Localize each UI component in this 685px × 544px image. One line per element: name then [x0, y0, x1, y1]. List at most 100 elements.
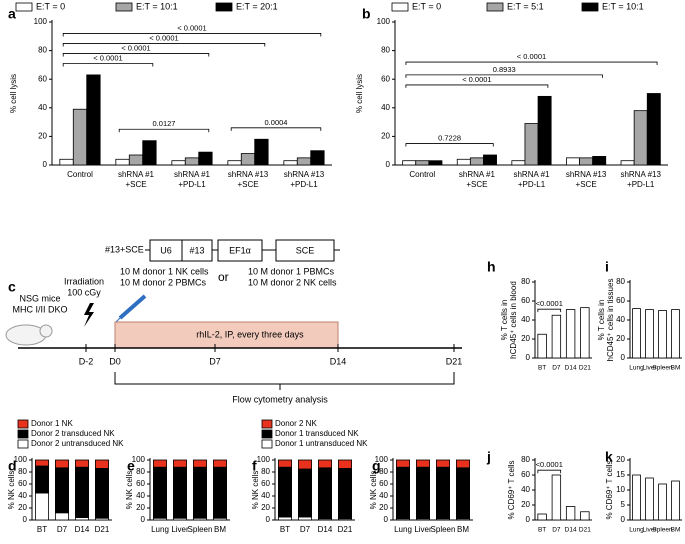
- legend-label: E:T = 10:1: [136, 1, 178, 11]
- significance-bracket: [62, 33, 322, 37]
- bar-segment: [95, 459, 110, 469]
- y-tick-label: 80: [379, 467, 388, 476]
- x-tick-label: +PD-L1: [627, 180, 655, 189]
- x-tick-label: D14: [565, 527, 577, 534]
- legend-swatch: [17, 439, 29, 449]
- y-tick-label: 80: [616, 277, 625, 286]
- x-tick-label: D7: [552, 365, 561, 372]
- x-tick-label: BT: [538, 365, 546, 372]
- construct-box: [275, 239, 335, 262]
- bar: [632, 308, 641, 359]
- construct-part: #13: [189, 245, 204, 255]
- bar: [428, 160, 443, 166]
- bar: [646, 93, 661, 166]
- x-tick-label: Control: [409, 170, 435, 179]
- x-tick-label: shRNA #1: [174, 170, 211, 179]
- panel-label: i: [605, 259, 609, 275]
- significance-label: < 0.0001: [517, 52, 546, 61]
- x-tick-label: shRNA #13: [620, 170, 661, 179]
- significance-label: 0.8933: [493, 65, 516, 74]
- x-tick-label: Lung: [629, 527, 644, 534]
- bar-segment: [415, 466, 430, 520]
- x-tick-label: D21: [579, 527, 591, 534]
- bar: [483, 154, 497, 166]
- bar: [579, 157, 594, 166]
- bar: [511, 160, 526, 166]
- significance-bracket: [405, 74, 603, 78]
- y-tick-label: 15: [616, 470, 625, 479]
- legend-label: E:T = 0: [36, 1, 65, 11]
- y-tick-label: 60: [521, 296, 530, 305]
- panel-label: g: [372, 458, 381, 474]
- y-tick-label: 20: [18, 503, 27, 512]
- significance-bracket: [62, 43, 266, 47]
- construct-name: #13+SCE: [105, 244, 144, 254]
- y-axis-label: % T cells in: [500, 300, 509, 341]
- y-tick-label: 80: [521, 455, 530, 464]
- y-tick-label: 0: [621, 353, 626, 362]
- y-tick-label: 0: [386, 160, 391, 169]
- significance-label: 0.0127: [153, 119, 176, 128]
- legend-swatch: [17, 429, 29, 439]
- bar: [580, 307, 590, 359]
- significance-bracket: [118, 128, 210, 133]
- x-tick-label: +PD-L1: [290, 180, 318, 189]
- legend-label: Donor 2 untransduced NK: [31, 439, 124, 448]
- bar-segment: [277, 516, 292, 521]
- y-axis-label: % NK cells: [125, 471, 134, 510]
- significance-label: < 0.0001: [149, 33, 178, 42]
- significance-bracket: [405, 84, 549, 88]
- bar-segment: [55, 512, 70, 521]
- x-tick-label: Lung: [629, 365, 644, 372]
- legend-swatch: [261, 429, 273, 439]
- y-tick-label: 40: [381, 103, 390, 112]
- bar-segment: [152, 466, 167, 519]
- bar: [310, 150, 325, 166]
- bar-segment: [192, 466, 207, 519]
- analysis-label: Flow cytometry analysis: [232, 394, 328, 404]
- bar: [283, 160, 298, 166]
- y-axis-label: % NK cells: [7, 471, 16, 510]
- x-tick-label: shRNA #1: [118, 170, 155, 179]
- x-tick-label: +SCE: [237, 180, 258, 189]
- option-label: 10 M donor 2 NK cells: [248, 277, 337, 287]
- x-tick-label: Lung: [151, 525, 169, 534]
- x-tick-label: Liver: [414, 525, 432, 534]
- x-tick-label: BM: [671, 527, 681, 534]
- x-tick-label: shRNA #1: [459, 170, 496, 179]
- x-tick-label: D7: [300, 525, 311, 534]
- diagram: c #13+SCE U6 #13 EF1α SCE NSG mice MHC I…: [5, 239, 462, 404]
- bar-segment: [297, 459, 312, 470]
- x-tick-label: D21: [579, 365, 591, 372]
- legend-label: Donor 1 untransduced NK: [275, 439, 368, 448]
- bar: [551, 474, 562, 521]
- y-axis-label: % cell lysis: [355, 74, 364, 113]
- bar-segment: [337, 459, 352, 469]
- bar-segment: [317, 467, 332, 520]
- y-tick-label: 0: [266, 515, 271, 524]
- bar: [142, 140, 157, 166]
- x-tick-label: +PD-L1: [178, 180, 206, 189]
- mouse-label: NSG mice: [19, 293, 60, 303]
- x-tick-label: Liver: [642, 365, 657, 372]
- construct-part: SCE: [296, 245, 315, 255]
- panel-label: h: [487, 259, 496, 275]
- y-tick-label: 0: [23, 515, 28, 524]
- y-tick-label: 0: [621, 515, 626, 524]
- y-tick-label: 40: [136, 491, 145, 500]
- y-tick-label: 40: [18, 491, 27, 500]
- legend-swatch: [15, 2, 33, 12]
- bar: [551, 314, 562, 359]
- x-tick-label: shRNA #13: [228, 170, 269, 179]
- bar-segment: [395, 459, 410, 468]
- bar: [633, 110, 648, 166]
- y-tick-label: 40: [616, 315, 625, 324]
- x-tick-label: D14: [318, 525, 333, 534]
- bar-segment: [35, 459, 50, 467]
- bar-segment: [455, 467, 470, 520]
- bar-segment: [212, 466, 227, 519]
- x-tick-label: D21: [95, 525, 110, 534]
- y-tick-label: 0: [43, 160, 48, 169]
- y-tick-label: 0: [141, 515, 146, 524]
